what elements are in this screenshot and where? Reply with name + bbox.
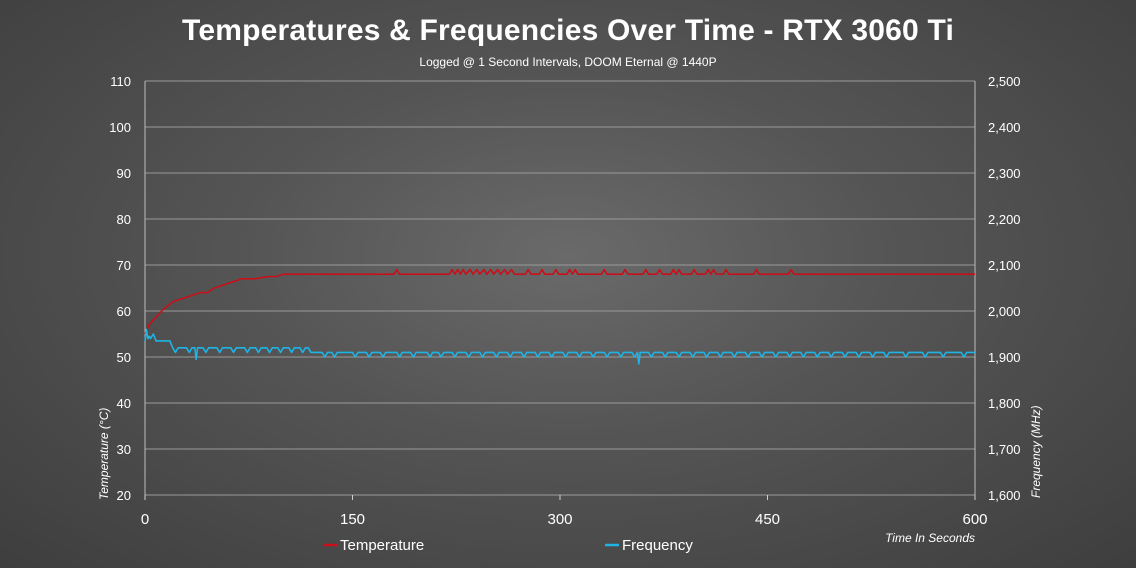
y-left-tick-label: 50 [117,350,131,365]
chart-subtitle: Logged @ 1 Second Intervals, DOOM Eterna… [419,55,717,69]
chart-title: Temperatures & Frequencies Over Time - R… [182,14,954,47]
y-right-tick-label: 2,400 [988,120,1021,135]
y-axis-left-ticks: 20 30 40 50 60 70 80 90 100 110 [109,74,131,503]
y-right-tick-label: 1,800 [988,396,1021,411]
x-tick-label: 300 [547,511,572,528]
y-left-tick-label: 30 [117,442,131,457]
legend: Temperature Frequency [323,537,693,554]
y-left-tick-label: 20 [117,488,131,503]
y-left-tick-label: 90 [117,166,131,181]
y-left-tick-label: 70 [117,258,131,273]
y-left-tick-label: 100 [109,120,131,135]
y-right-tick-label: 2,300 [988,166,1021,181]
x-tick-label: 150 [340,511,365,528]
y-left-tick-label: 60 [117,304,131,319]
x-axis-ticks: 0 150 300 450 600 [141,495,988,528]
x-tick-label: 600 [962,511,987,528]
y-left-tick-label: 110 [110,74,131,89]
series-line-temperature [144,268,975,335]
series-line-frequency [144,328,975,365]
y-left-tick-label: 80 [117,212,131,227]
x-tick-label: 0 [141,511,149,528]
y-right-tick-label: 2,000 [988,304,1021,319]
y-right-tick-label: 2,100 [988,258,1021,273]
legend-temperature-label: Temperature [340,537,424,554]
x-axis-title: Time In Seconds [885,531,975,545]
y-right-tick-label: 1,700 [988,442,1021,457]
y-axis-left-title: Temperature (°C) [97,408,111,500]
y-axis-right-ticks: 1,600 1,700 1,800 1,900 2,000 2,100 2,200 2,300… [988,74,1021,503]
y-right-tick-label: 1,600 [988,488,1021,503]
y-left-tick-label: 40 [117,396,131,411]
grid-lines [144,80,976,496]
legend-frequency-label: Frequency [622,537,693,554]
y-right-tick-label: 2,500 [988,74,1021,89]
y-right-tick-label: 2,200 [988,212,1021,227]
y-right-tick-label: 1,900 [988,350,1021,365]
y-axis-right-title: Frequency (MHz) [1029,405,1043,498]
x-tick-label: 450 [755,511,780,528]
series-layer [144,268,975,365]
